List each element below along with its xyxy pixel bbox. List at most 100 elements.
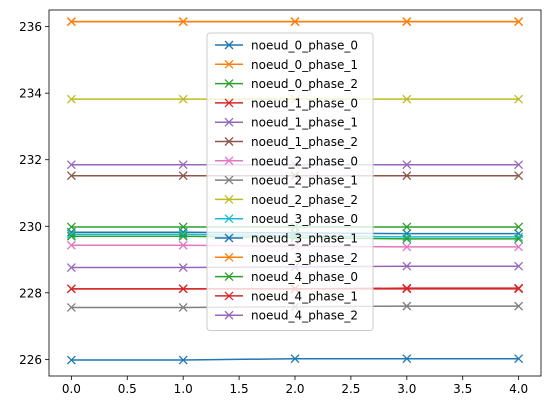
y-tick-label: 230 bbox=[19, 220, 42, 234]
data-point bbox=[514, 94, 524, 104]
legend-marker bbox=[224, 156, 234, 166]
legend-label: noeud_4_phase_2 bbox=[251, 309, 358, 323]
data-point bbox=[402, 234, 412, 244]
series-noeud_3_phase_1 bbox=[66, 354, 524, 365]
data-point bbox=[178, 302, 188, 312]
legend-item: noeud_0_phase_1 bbox=[215, 58, 358, 72]
series-layer bbox=[66, 17, 524, 365]
legend-marker bbox=[224, 117, 234, 127]
data-point bbox=[402, 171, 412, 181]
legend-label: noeud_2_phase_0 bbox=[251, 154, 358, 168]
legend-label: noeud_3_phase_2 bbox=[251, 251, 358, 265]
data-point bbox=[178, 240, 188, 250]
legend-item: noeud_0_phase_0 bbox=[215, 39, 358, 53]
legend-label: noeud_1_phase_1 bbox=[251, 116, 358, 130]
legend-label: noeud_1_phase_0 bbox=[251, 96, 358, 110]
data-point bbox=[178, 171, 188, 181]
data-point bbox=[402, 242, 412, 252]
data-point bbox=[290, 17, 300, 27]
legend-marker bbox=[224, 98, 234, 108]
x-tick-label: 0.0 bbox=[62, 382, 81, 396]
data-point bbox=[178, 284, 188, 294]
x-tick-label: 4.0 bbox=[509, 382, 528, 396]
legend-label: noeud_0_phase_2 bbox=[251, 77, 358, 91]
legend-label: noeud_3_phase_0 bbox=[251, 212, 358, 226]
y-tick-label: 226 bbox=[19, 353, 42, 367]
data-point bbox=[514, 354, 524, 364]
data-point bbox=[514, 301, 524, 311]
data-point bbox=[66, 17, 76, 27]
data-point bbox=[402, 283, 412, 293]
legend-marker bbox=[224, 194, 234, 204]
data-point bbox=[66, 263, 76, 272]
data-point bbox=[66, 284, 76, 294]
legend-item: noeud_4_phase_1 bbox=[215, 289, 358, 303]
y-tick-label: 234 bbox=[19, 87, 42, 101]
legend-label: noeud_4_phase_1 bbox=[251, 289, 358, 303]
data-point bbox=[66, 302, 76, 312]
data-point bbox=[178, 263, 188, 272]
data-point bbox=[514, 242, 524, 252]
legend-item: noeud_1_phase_0 bbox=[215, 96, 358, 110]
x-tick-label: 1.5 bbox=[230, 382, 249, 396]
data-point bbox=[66, 222, 76, 232]
legend-marker bbox=[224, 233, 234, 243]
data-point bbox=[514, 160, 524, 170]
x-tick-label: 3.5 bbox=[453, 382, 472, 396]
legend-item: noeud_2_phase_0 bbox=[215, 154, 358, 168]
y-tick-label: 236 bbox=[19, 20, 42, 34]
data-point bbox=[178, 231, 188, 241]
legend-item: noeud_3_phase_1 bbox=[215, 232, 358, 246]
legend-item: noeud_4_phase_0 bbox=[215, 270, 358, 284]
data-point bbox=[178, 94, 188, 104]
data-point bbox=[402, 94, 412, 104]
data-point bbox=[514, 171, 524, 181]
x-tick-label: 2.5 bbox=[341, 382, 360, 396]
legend-item: noeud_1_phase_1 bbox=[215, 116, 358, 130]
legend-marker bbox=[224, 137, 234, 146]
legend-item: noeud_0_phase_2 bbox=[215, 77, 358, 91]
legend-item: noeud_1_phase_2 bbox=[215, 135, 358, 149]
x-tick-label: 3.0 bbox=[397, 382, 416, 396]
legend-marker bbox=[224, 252, 234, 262]
data-point bbox=[178, 17, 188, 27]
legend: noeud_0_phase_0 noeud_0_phase_1 noeud_0_ph… bbox=[206, 32, 374, 331]
legend-label: noeud_3_phase_1 bbox=[251, 232, 358, 246]
data-point bbox=[514, 17, 524, 27]
legend-marker bbox=[224, 79, 234, 89]
legend-item: noeud_2_phase_2 bbox=[215, 193, 358, 207]
data-point bbox=[402, 160, 412, 170]
legend-label: noeud_0_phase_0 bbox=[251, 39, 358, 53]
legend-label: noeud_0_phase_1 bbox=[251, 58, 358, 72]
data-point bbox=[66, 231, 76, 241]
legend-item: noeud_3_phase_0 bbox=[215, 212, 358, 226]
x-tick-label: 1.0 bbox=[174, 382, 193, 396]
data-point bbox=[290, 354, 300, 364]
data-point bbox=[402, 222, 412, 232]
legend-marker bbox=[224, 40, 234, 50]
data-point bbox=[514, 261, 524, 271]
data-point bbox=[66, 160, 76, 170]
legend-label: noeud_1_phase_2 bbox=[251, 135, 358, 149]
data-point bbox=[514, 283, 524, 293]
legend-marker bbox=[224, 291, 234, 301]
series-noeud_3_phase_2 bbox=[66, 17, 524, 27]
legend-marker bbox=[224, 272, 234, 282]
data-point bbox=[514, 222, 524, 232]
legend-item: noeud_4_phase_2 bbox=[215, 309, 358, 323]
legend-label: noeud_2_phase_2 bbox=[251, 193, 358, 207]
data-point bbox=[402, 261, 412, 271]
x-tick-label: 2.0 bbox=[285, 382, 304, 396]
legend-label: noeud_2_phase_1 bbox=[251, 174, 358, 188]
y-tick-label: 228 bbox=[19, 286, 42, 300]
legend-marker bbox=[224, 175, 234, 185]
x-tick-label: 0.5 bbox=[118, 382, 137, 396]
data-point bbox=[402, 301, 412, 311]
data-point bbox=[178, 160, 188, 170]
data-point bbox=[402, 17, 412, 27]
legend-marker bbox=[224, 214, 234, 224]
y-tick-label: 232 bbox=[19, 153, 42, 167]
data-point bbox=[178, 355, 188, 365]
legend-item: noeud_2_phase_1 bbox=[215, 174, 358, 188]
